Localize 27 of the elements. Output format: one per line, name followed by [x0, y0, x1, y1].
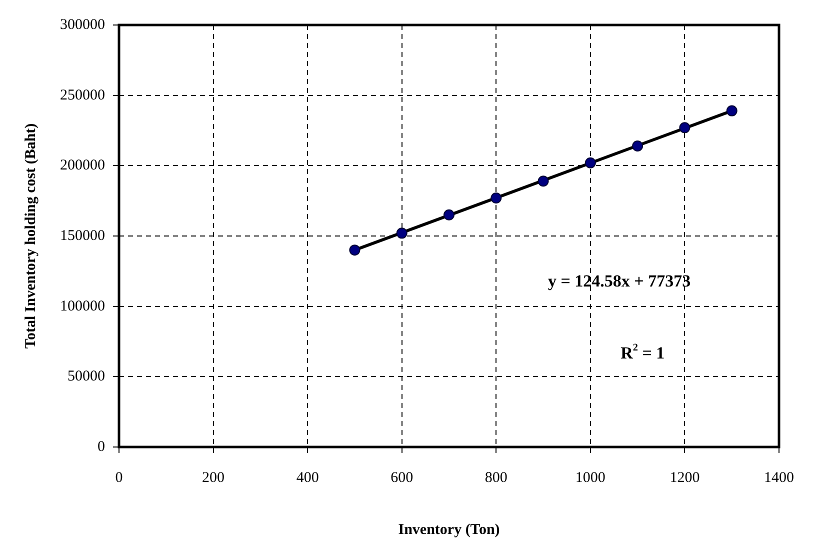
x-tick-label: 800 — [484, 470, 508, 486]
point — [349, 244, 360, 256]
x-tick-label: 1400 — [764, 470, 794, 486]
x-tick-label: 1000 — [575, 470, 606, 486]
point — [396, 228, 408, 239]
annotation: y = 124.58x + 77373 — [548, 272, 691, 291]
y-tick-label: 0 — [98, 438, 105, 455]
y-tick-label: 250000 — [60, 87, 105, 104]
y-tick-label: 200000 — [60, 158, 105, 174]
point — [490, 192, 502, 204]
x-tick-label: 1200 — [670, 470, 700, 486]
point — [679, 122, 690, 134]
y-tick-label: 150000 — [60, 228, 105, 244]
y-tick-label: 100000 — [60, 298, 105, 314]
point — [584, 157, 596, 168]
x-tick-label: 600 — [390, 470, 414, 486]
y-tick-label: 300000 — [60, 16, 105, 33]
y-axis-title: Total Inventory holding cost (Baht) — [22, 123, 39, 349]
point — [726, 105, 738, 116]
x-tick-label: 200 — [202, 470, 225, 486]
y-tick-label: 50000 — [68, 368, 105, 385]
x-axis-title: Inventory (Ton) — [398, 522, 500, 538]
point — [538, 176, 549, 187]
x-tick-label: 400 — [296, 470, 319, 486]
x-tick-label: 0 — [115, 470, 123, 486]
point — [444, 209, 454, 220]
point — [632, 140, 644, 152]
